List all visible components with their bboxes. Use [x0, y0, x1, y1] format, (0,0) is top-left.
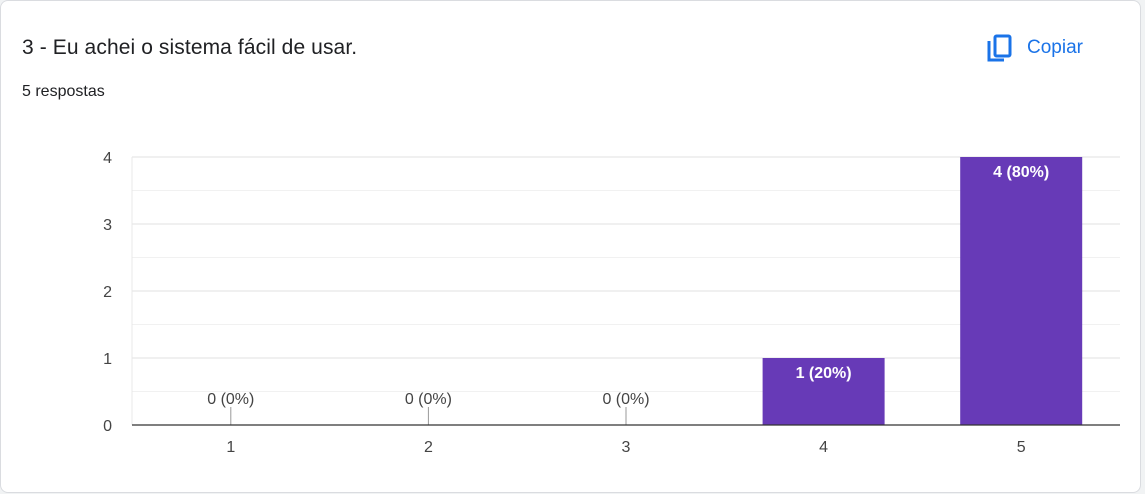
x-tick-label: 4 [819, 439, 828, 456]
bar [762, 358, 885, 425]
y-tick-label: 0 [103, 418, 112, 435]
bar [960, 157, 1083, 425]
y-tick-label: 3 [103, 217, 112, 234]
x-tick-label: 3 [622, 439, 631, 456]
data-label: 4 (80%) [993, 164, 1049, 181]
copy-button[interactable]: Copiar [979, 27, 1093, 69]
response-count: 5 respostas [22, 83, 105, 100]
copy-icon [987, 34, 1012, 62]
data-label: 0 (0%) [405, 391, 452, 408]
x-tick-label: 2 [424, 439, 433, 456]
question-title: 3 - Eu achei o sistema fácil de usar. [22, 36, 358, 59]
y-tick-label: 4 [103, 150, 112, 167]
y-tick-label: 2 [103, 284, 112, 301]
y-tick-label: 1 [103, 351, 112, 368]
data-label: 0 (0%) [207, 391, 254, 408]
data-label: 0 (0%) [602, 391, 649, 408]
x-tick-label: 1 [226, 439, 235, 456]
x-tick-label: 5 [1017, 439, 1026, 456]
data-label: 1 (20%) [796, 365, 852, 382]
copy-button-label: Copiar [1027, 37, 1083, 58]
